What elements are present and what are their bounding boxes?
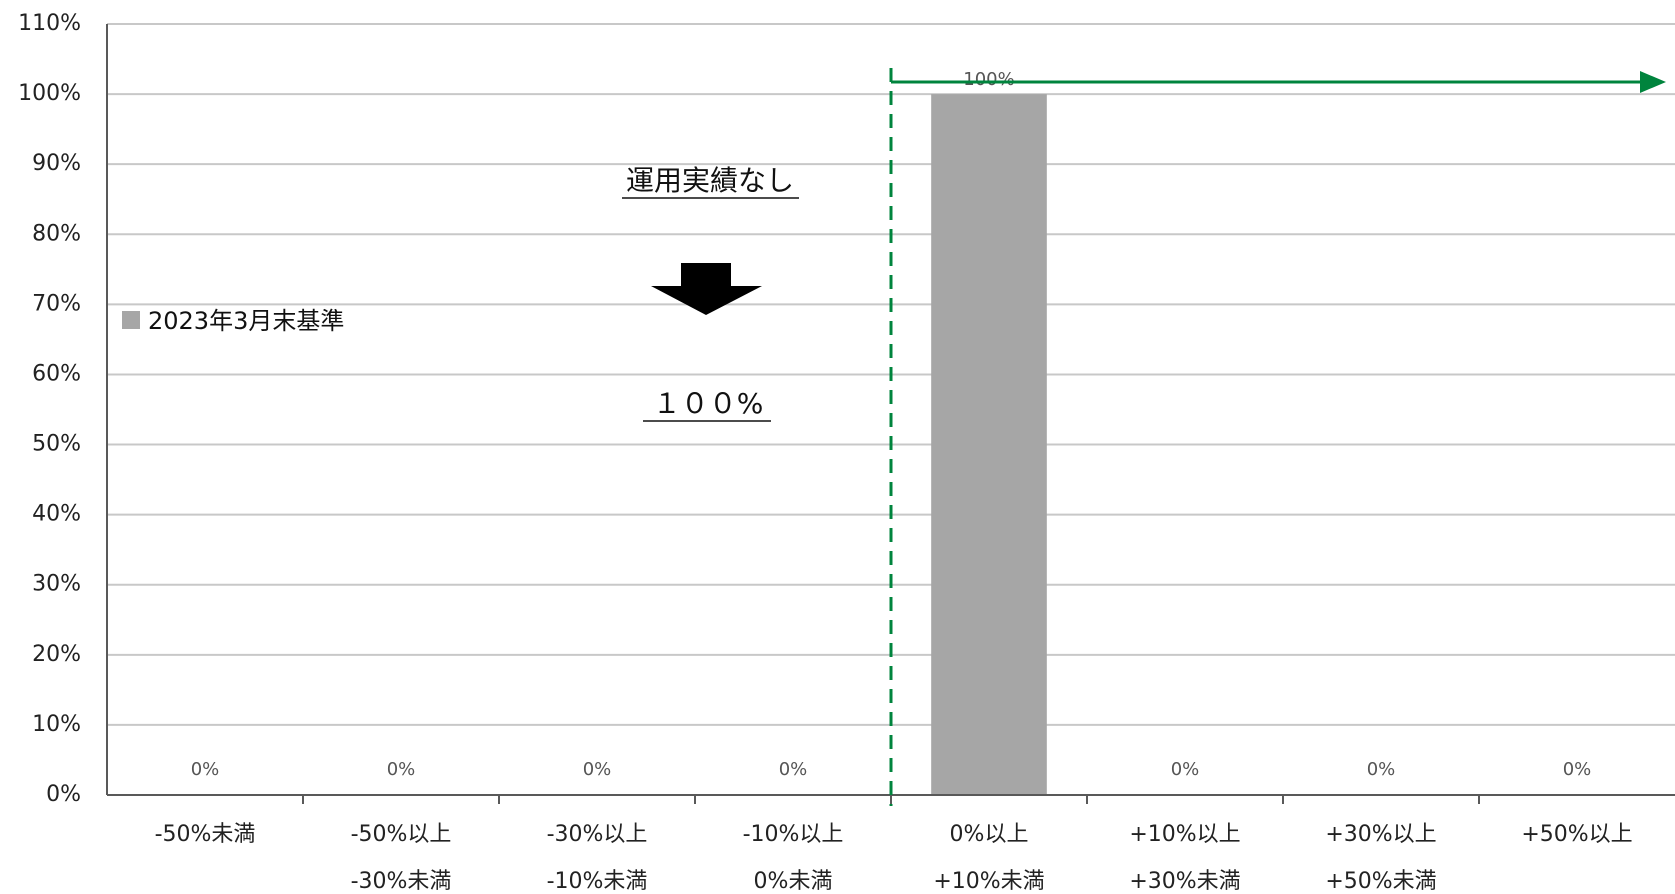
x-category-label: +30%未満 (1129, 869, 1240, 894)
y-tick-label: 0% (46, 782, 81, 807)
y-axis-ticks: 0% 10% 20% 30% 40% 50% 60% 70% 80% 90% 100% 110% (18, 11, 81, 807)
annotation-result: １００% (653, 387, 764, 420)
data-label: 0% (1367, 759, 1396, 780)
data-label: 0% (191, 759, 220, 780)
y-tick-label: 60% (32, 361, 81, 386)
x-category-label: -30%以上 (547, 822, 648, 847)
x-category-label: +10%以上 (1129, 822, 1240, 847)
x-category-label: 0%以上 (950, 822, 1029, 847)
x-category-label: 0%未満 (754, 869, 833, 894)
bars (931, 94, 1047, 795)
x-category-label: +50%以上 (1521, 822, 1632, 847)
annotation-note: 運用実績なし (626, 164, 794, 197)
data-label: 0% (779, 759, 808, 780)
y-tick-label: 10% (32, 712, 81, 737)
x-category-label: +30%以上 (1325, 822, 1436, 847)
down-arrow-icon (651, 263, 762, 315)
data-label: 0% (583, 759, 612, 780)
bar (931, 94, 1047, 795)
data-label: 0% (387, 759, 416, 780)
data-label: 0% (1171, 759, 1200, 780)
x-category-label: -50%以上 (351, 822, 452, 847)
y-tick-label: 100% (18, 81, 81, 106)
data-labels: 0% 0% 0% 0% 100% 0% 0% 0% (191, 69, 1592, 780)
x-category-label: -30%未満 (351, 869, 452, 894)
y-tick-label: 30% (32, 572, 81, 597)
y-tick-label: 110% (18, 11, 81, 36)
annotation: 運用実績なし １００% (622, 164, 799, 422)
x-category-label: +50%未満 (1325, 869, 1436, 894)
range-marker (889, 68, 1666, 806)
y-tick-label: 40% (32, 502, 81, 527)
x-category-label: -10%未満 (547, 869, 648, 894)
arrow-right-icon (1640, 71, 1666, 93)
legend-swatch (122, 311, 140, 329)
x-category-label: -10%以上 (743, 822, 844, 847)
y-tick-label: 70% (32, 291, 81, 316)
x-axis-categories: -50%未満 -50%以上 -30%未満 -30%以上 -10%未満 -10%以上 0%未満… (155, 822, 1633, 894)
legend: 2023年3月末基準 (122, 307, 344, 335)
y-tick-label: 80% (32, 221, 81, 246)
x-category-label: -50%未満 (155, 822, 256, 847)
x-category-label: +10%未満 (933, 869, 1044, 894)
y-tick-label: 50% (32, 432, 81, 457)
y-tick-label: 90% (32, 151, 81, 176)
data-label: 100% (963, 69, 1014, 90)
y-tick-label: 20% (32, 642, 81, 667)
data-label: 0% (1563, 759, 1592, 780)
legend-label: 2023年3月末基準 (148, 307, 344, 335)
